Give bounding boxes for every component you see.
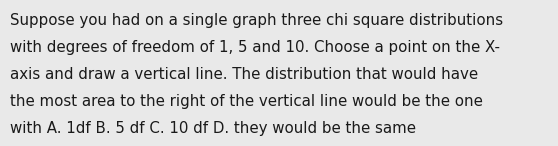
Text: with A. 1df B. 5 df C. 10 df D. they would be the same: with A. 1df B. 5 df C. 10 df D. they wou…	[10, 121, 416, 136]
Text: with degrees of freedom of 1, 5 and 10. Choose a point on the X-: with degrees of freedom of 1, 5 and 10. …	[10, 40, 500, 55]
Text: the most area to the right of the vertical line would be the one: the most area to the right of the vertic…	[10, 94, 483, 109]
Text: axis and draw a vertical line. The distribution that would have: axis and draw a vertical line. The distr…	[10, 67, 478, 82]
Text: Suppose you had on a single graph three chi square distributions: Suppose you had on a single graph three …	[10, 13, 503, 28]
